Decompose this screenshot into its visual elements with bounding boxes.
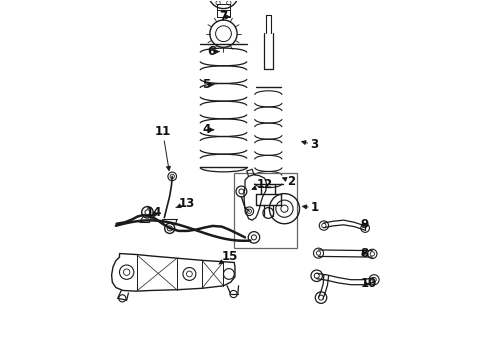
Text: 1: 1: [303, 202, 319, 215]
Text: 11: 11: [155, 125, 171, 170]
Text: 13: 13: [176, 197, 195, 210]
Text: 12: 12: [252, 178, 273, 191]
Text: 3: 3: [302, 138, 318, 151]
Text: 10: 10: [361, 278, 377, 291]
Text: 15: 15: [219, 249, 238, 264]
Bar: [234, 173, 297, 248]
Text: 5: 5: [202, 78, 214, 91]
Text: 8: 8: [361, 247, 368, 260]
Text: 4: 4: [202, 123, 214, 136]
Text: 14: 14: [146, 207, 162, 220]
Text: 9: 9: [361, 218, 368, 231]
Text: 2: 2: [283, 175, 295, 188]
Text: 7: 7: [219, 10, 230, 23]
Text: 6: 6: [207, 45, 219, 58]
